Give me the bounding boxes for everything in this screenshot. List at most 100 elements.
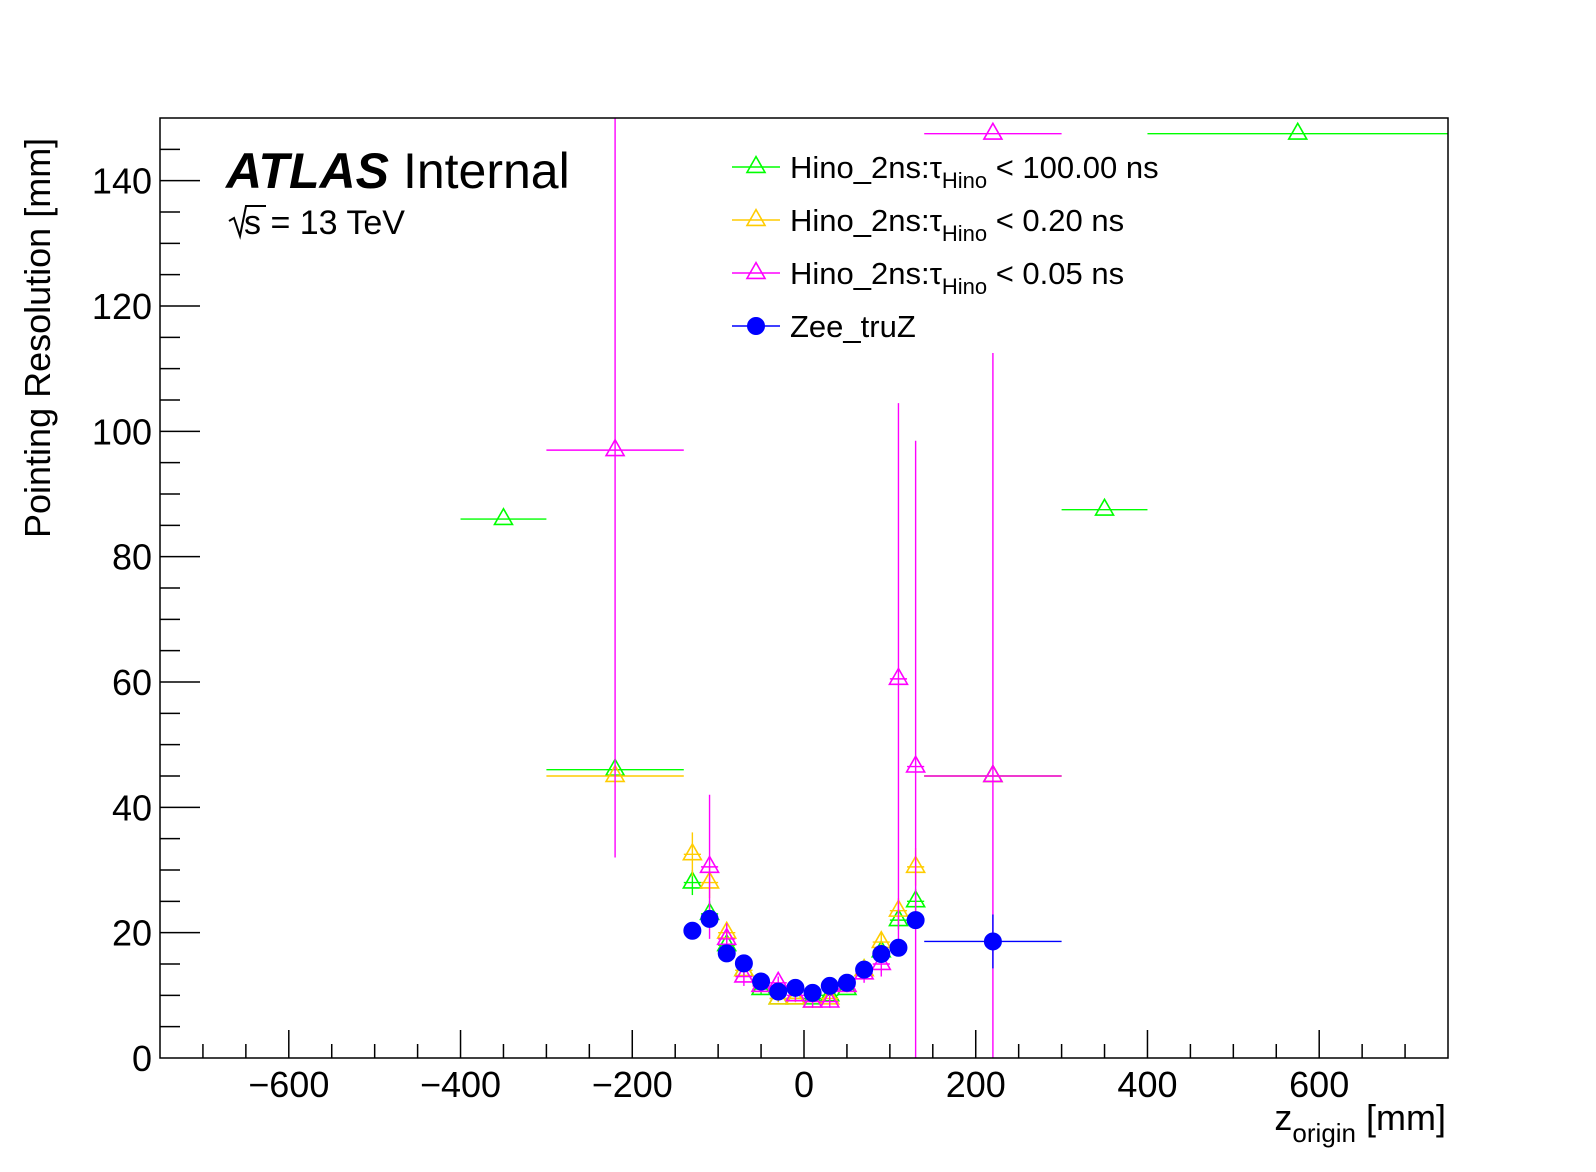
data-point (905, 440, 927, 1058)
point-marker (855, 960, 874, 979)
data-point (837, 973, 856, 992)
y-tick-label: 40 (112, 787, 152, 828)
legend-entry-3: Hino_2ns:τHino < 0.05 ns (732, 256, 1124, 299)
series-4 (683, 909, 1062, 1002)
axis-ticks (160, 148, 1406, 1058)
x-tick-label: −400 (420, 1064, 501, 1105)
data-point (786, 978, 805, 997)
data-point (819, 989, 841, 1008)
x-tick-label: 0 (794, 1064, 814, 1105)
data-point (460, 507, 547, 526)
data-point (769, 982, 788, 1001)
legend-label-name: Hino_2ns:τ (790, 150, 942, 185)
energy-value: = 13 TeV (261, 204, 405, 242)
legend-swatch-marker (745, 208, 767, 227)
point-marker (752, 972, 771, 991)
point-marker (1287, 121, 1309, 140)
x-tick-label: 600 (1289, 1064, 1349, 1105)
energy-text: s = 13 TeV (244, 204, 405, 242)
y-tick-label: 140 (92, 161, 152, 202)
data-point (906, 911, 925, 930)
legend-label-name: Hino_2ns:τ (790, 256, 942, 291)
point-marker (493, 507, 514, 526)
point-marker (733, 964, 755, 983)
x-axis-title: zorigin [mm] (1274, 1097, 1446, 1148)
y-tick-label: 60 (112, 662, 152, 703)
x-tick-labels: −600 −400 −200 0 200 400 600 (248, 1064, 1349, 1105)
data-point (681, 832, 703, 877)
legend-label-rest: < 0.20 ns (987, 203, 1124, 238)
point-marker (734, 954, 753, 973)
data-point (752, 972, 771, 991)
x-tick-label: 400 (1117, 1064, 1177, 1105)
atlas-experiment-name: ATLAS (224, 143, 389, 199)
y-tick-label: 0 (132, 1038, 152, 1079)
point-marker (803, 983, 822, 1002)
data-point (924, 914, 1062, 969)
data-point (717, 944, 736, 963)
legend-label-name: Hino_2ns:τ (790, 203, 942, 238)
point-marker (699, 854, 720, 874)
point-marker (819, 989, 841, 1008)
point-marker (906, 911, 925, 930)
legend-entry-2: Hino_2ns:τHino < 0.20 ns (732, 203, 1124, 246)
point-marker (872, 944, 891, 963)
point-marker (716, 926, 738, 946)
data-point (855, 960, 874, 979)
legend-label-name: Zee_truZ (790, 309, 916, 344)
legend-label: Hino_2ns:τHino < 0.05 ns (790, 256, 1124, 299)
data-point (924, 121, 1062, 140)
atlas-status: Internal (403, 143, 570, 199)
legend-entry-4: Zee_truZ (732, 309, 916, 344)
legend-swatch-marker (747, 317, 765, 335)
x-tick-label: −200 (592, 1064, 673, 1105)
data-point (546, 118, 684, 858)
data-points-layer (460, 118, 1448, 1058)
point-marker (905, 754, 927, 773)
data-point (683, 921, 702, 940)
point-marker (681, 842, 703, 861)
data-point (889, 938, 908, 957)
x-axis-title-symbol: z (1274, 1097, 1292, 1138)
data-point (734, 954, 753, 973)
point-marker (769, 982, 788, 1001)
y-tick-label: 120 (92, 286, 152, 327)
data-point (872, 944, 891, 963)
legend-label: Zee_truZ (790, 309, 916, 344)
point-marker (700, 909, 719, 928)
legend: Hino_2ns:τHino < 100.00 nsHino_2ns:τHino… (732, 150, 1159, 344)
x-axis-title-subscript: origin (1292, 1118, 1356, 1148)
point-marker (888, 666, 909, 686)
point-marker (820, 976, 839, 995)
legend-swatch-marker (745, 261, 767, 280)
point-marker (1094, 497, 1115, 516)
energy-sqrt-arg: s (244, 204, 261, 242)
atlas-label: ATLAS Internal (224, 143, 570, 199)
legend-swatch-marker (745, 155, 767, 174)
data-point (1061, 497, 1148, 516)
sqrt-sign (228, 205, 266, 240)
point-marker (889, 938, 908, 957)
point-marker (983, 932, 1002, 951)
point-marker (837, 973, 856, 992)
legend-label: Hino_2ns:τHino < 100.00 ns (790, 150, 1159, 193)
energy-label: s = 13 TeV (228, 204, 405, 242)
legend-entry-1: Hino_2ns:τHino < 100.00 ns (732, 150, 1159, 193)
point-marker (604, 438, 626, 457)
point-marker (982, 121, 1004, 140)
point-marker (982, 764, 1004, 783)
y-tick-label: 20 (112, 913, 152, 954)
point-marker (681, 870, 703, 889)
y-tick-labels: 0 20 40 60 80 100 120 140 (92, 161, 152, 1079)
x-axis-title-unit: [mm] (1366, 1097, 1446, 1138)
legend-label-rest: < 0.05 ns (987, 256, 1124, 291)
x-tick-label: 200 (946, 1064, 1006, 1105)
legend-label: Hino_2ns:τHino < 0.20 ns (790, 203, 1124, 246)
y-tick-label: 100 (92, 411, 152, 452)
point-marker (683, 921, 702, 940)
legend-label-subscript: Hino (942, 274, 987, 299)
legend-label-subscript: Hino (942, 168, 987, 193)
legend-label-rest: < 100.00 ns (987, 150, 1159, 185)
point-marker (717, 944, 736, 963)
